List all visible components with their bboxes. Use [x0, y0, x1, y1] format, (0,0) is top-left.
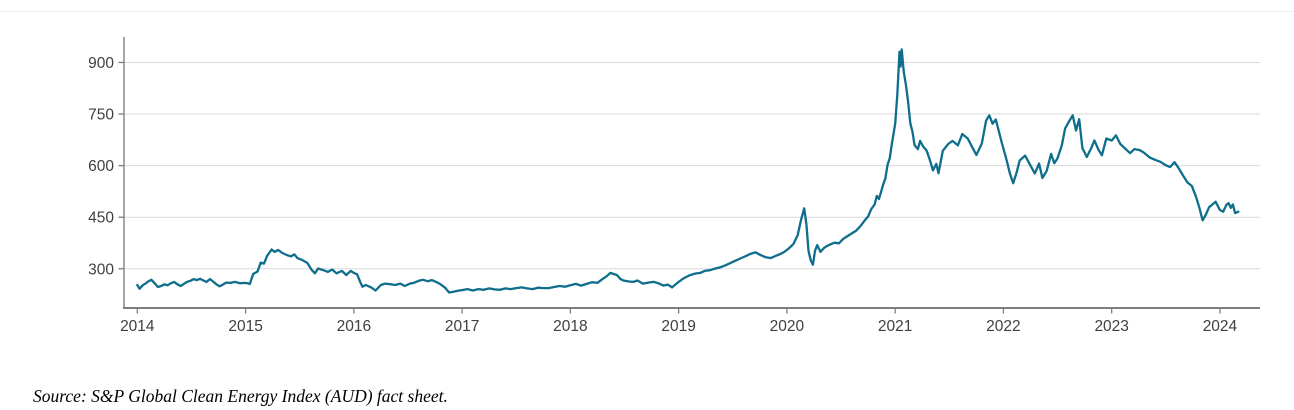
top-border-hairline	[0, 11, 1294, 12]
x-tick-label-2020: 2020	[770, 318, 805, 335]
x-tick-label-2016: 2016	[337, 318, 371, 335]
x-tick-label-2022: 2022	[986, 318, 1020, 335]
y-tick-label-600: 600	[88, 158, 114, 175]
x-tick-label-2018: 2018	[553, 318, 587, 335]
series-layer	[136, 48, 1240, 294]
x-tick-label-2015: 2015	[228, 318, 262, 335]
y-tick-label-900: 900	[88, 55, 114, 72]
tick-labels-layer: 300 450 600 750 900 2014 2015 2016 2017 2018 2019 2…	[88, 55, 1237, 335]
x-tick-label-2023: 2023	[1094, 318, 1128, 335]
series-line-0	[136, 48, 1240, 294]
x-tick-label-2014: 2014	[120, 318, 155, 335]
x-tick-label-2021: 2021	[878, 318, 912, 335]
y-tick-label-450: 450	[88, 210, 114, 227]
gridlines-layer	[124, 61, 1260, 270]
source-note: Source: S&P Global Clean Energy Index (A…	[33, 385, 448, 406]
x-tick-label-2024: 2024	[1203, 318, 1238, 335]
line-chart: 300 450 600 750 900 2014 2015 2016 2017 2018 2019 2…	[88, 37, 1260, 335]
axes-layer	[118, 37, 1260, 314]
y-tick-label-750: 750	[88, 107, 114, 124]
chart-container: 300 450 600 750 900 2014 2015 2016 2017 2018 2019 2…	[88, 37, 1260, 335]
x-tick-label-2019: 2019	[661, 318, 695, 335]
y-tick-label-300: 300	[88, 261, 114, 278]
x-tick-label-2017: 2017	[445, 318, 479, 335]
